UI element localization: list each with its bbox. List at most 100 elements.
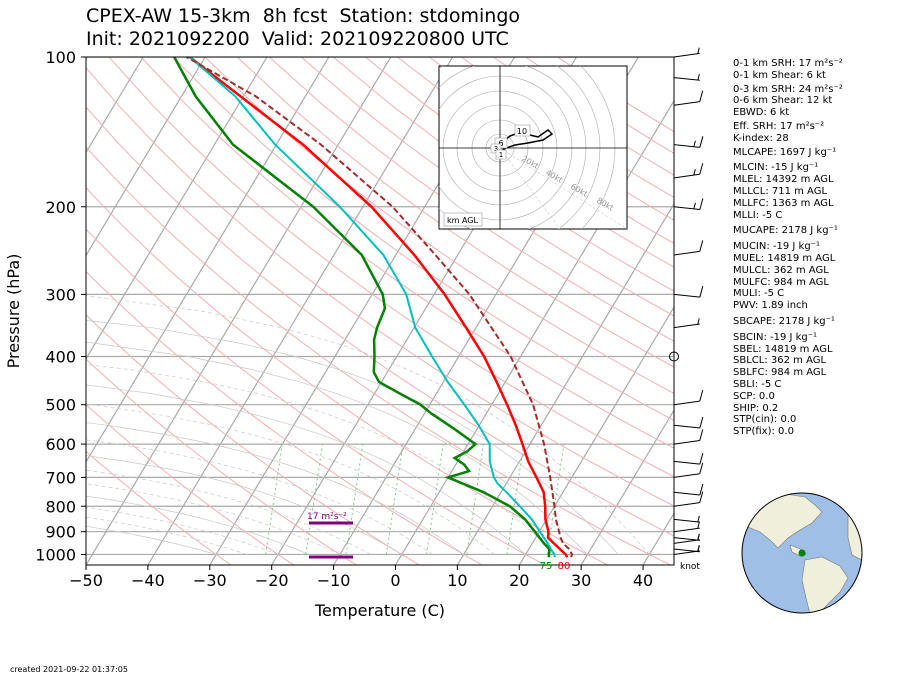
index-line: MLCAPE: 1697 J kg⁻¹ — [733, 146, 837, 158]
x-tick-label: 40 — [633, 571, 653, 590]
index-line: MUEL: 14819 m AGL — [733, 253, 836, 264]
index-line: SBLCL: 362 m AGL — [733, 355, 827, 367]
barb-staff — [673, 173, 700, 179]
index-line: K-index: 28 — [733, 132, 789, 144]
x-tick-label: 30 — [571, 571, 591, 590]
barb-staff — [673, 400, 700, 406]
x-tick-label: −20 — [255, 571, 289, 590]
dry-adiabat — [86, 146, 671, 565]
index-line: MULI: -5 C — [733, 288, 785, 300]
temperature-profile — [188, 57, 569, 558]
barb-full — [699, 285, 704, 298]
isotherm-20 — [518, 305, 674, 565]
index-line: MULCL: 362 m AGL — [733, 264, 829, 276]
hodo-km-agl-label: km AGL — [447, 216, 479, 225]
barb-full — [699, 429, 704, 441]
mixing-ratio-line — [506, 444, 525, 555]
x-tick-label: 10 — [447, 571, 467, 590]
surface-dewpoint-label: 75 — [540, 561, 553, 572]
moist-adiabat — [86, 403, 495, 555]
dry-adiabat — [332, 57, 674, 292]
isotherm--60 — [86, 57, 330, 464]
isotherm--40 — [147, 57, 454, 565]
dewpoint-profile — [173, 57, 551, 558]
index-line: SBLFC: 984 m AGL — [733, 367, 827, 379]
dry-adiabat — [364, 57, 674, 268]
barb-staff — [673, 460, 700, 465]
barb-half — [693, 202, 696, 209]
barb-staff — [673, 77, 700, 81]
dry-adiabat — [236, 57, 674, 368]
y-axis-label: Pressure (hPa) — [4, 254, 23, 369]
dry-adiabat — [108, 57, 674, 478]
barb-full — [699, 491, 704, 503]
mixing-ratio-line — [305, 444, 324, 555]
isotherm--80 — [86, 57, 206, 257]
isotherm--50 — [86, 57, 392, 565]
index-line: STP(cin): 0.0 — [733, 414, 797, 426]
parcel-profile — [186, 57, 574, 558]
mixing-ratio-line — [345, 444, 364, 555]
y-tick-label: 900 — [45, 523, 76, 542]
dry-adiabat — [204, 57, 674, 395]
barb-staff — [673, 491, 700, 496]
chart-title: CPEX-AW 15-3km 8h fcst Station: stdoming… — [86, 5, 521, 27]
surface-temperature-label: 80 — [558, 561, 571, 572]
moist-adiabat — [86, 364, 557, 555]
y-tick-label: 500 — [45, 396, 76, 415]
background-lines — [86, 57, 674, 565]
x-tick-label: −30 — [193, 571, 227, 590]
barb-full — [699, 240, 704, 252]
index-line: 0-3 km SRH: 24 m²s⁻² — [733, 83, 843, 95]
index-line: MUCAPE: 2178 J kg⁻¹ — [733, 225, 838, 237]
mixing-ratio-line — [466, 444, 484, 555]
x-tick-label: 20 — [509, 571, 529, 590]
dry-adiabat — [86, 186, 608, 565]
dry-adiabat — [300, 57, 674, 317]
y-tick-label: 1000 — [35, 545, 76, 564]
barb-half — [697, 318, 700, 325]
mixing-ratio-line — [426, 444, 444, 555]
hodo-height-3: 3 — [494, 145, 498, 153]
axes: −50 −40 −30 −20 −10 0 10 20 30 40 100 200 300 400 500 6… — [35, 48, 653, 590]
hodo-height-10: 10 — [517, 127, 527, 136]
index-line: MLLFC: 1363 m AGL — [733, 197, 834, 209]
barb-staff — [673, 502, 700, 507]
dry-adiabat — [86, 270, 483, 565]
barb-staff — [673, 518, 700, 523]
x-tick-label: 0 — [390, 571, 400, 590]
profile-series — [173, 57, 574, 558]
barb-staff — [673, 206, 700, 210]
hodo-height-1: 1 — [499, 151, 503, 159]
barb-half — [697, 545, 700, 552]
index-line: SCP: 0.0 — [733, 390, 775, 402]
index-line: MLLCL: 711 m AGL — [733, 186, 828, 197]
index-line: MLCIN: -15 J kg⁻¹ — [733, 162, 819, 174]
barb-half — [697, 522, 700, 529]
isotherm-10 — [456, 202, 674, 565]
barb-half — [693, 168, 696, 176]
hodograph-inset: 20kt 40kt 60kt 80kt 10 6 3 1 km AGL — [438, 65, 628, 230]
barb-full — [699, 198, 704, 210]
hodograph-frame — [438, 65, 628, 230]
index-line: SBCIN: -19 J kg⁻¹ — [733, 331, 818, 343]
index-line: SHIP: 0.2 — [733, 402, 779, 414]
moist-adiabat — [86, 516, 248, 555]
barb-full — [699, 452, 704, 465]
barb-staff — [673, 424, 700, 429]
dry-adiabat — [86, 358, 357, 565]
index-line: MUCIN: -19 J kg⁻¹ — [733, 241, 820, 253]
isotherm-0 — [394, 99, 674, 565]
barb-full — [699, 483, 704, 496]
dry-adiabat — [140, 57, 674, 449]
barb-half — [697, 73, 700, 81]
index-line: Eff. SRH: 17 m²s⁻² — [733, 121, 825, 132]
index-line: SBCAPE: 2178 J kg⁻¹ — [733, 316, 835, 327]
index-line: MLLI: -5 C — [733, 209, 783, 221]
chart-subtitle: Init: 2021092200 Valid: 202109220800 UTC — [86, 28, 509, 50]
barb-staff — [673, 144, 700, 148]
barb-full — [699, 136, 704, 148]
index-line: 0-1 km SRH: 17 m²s⁻² — [733, 58, 843, 69]
y-tick-label: 600 — [45, 435, 76, 454]
